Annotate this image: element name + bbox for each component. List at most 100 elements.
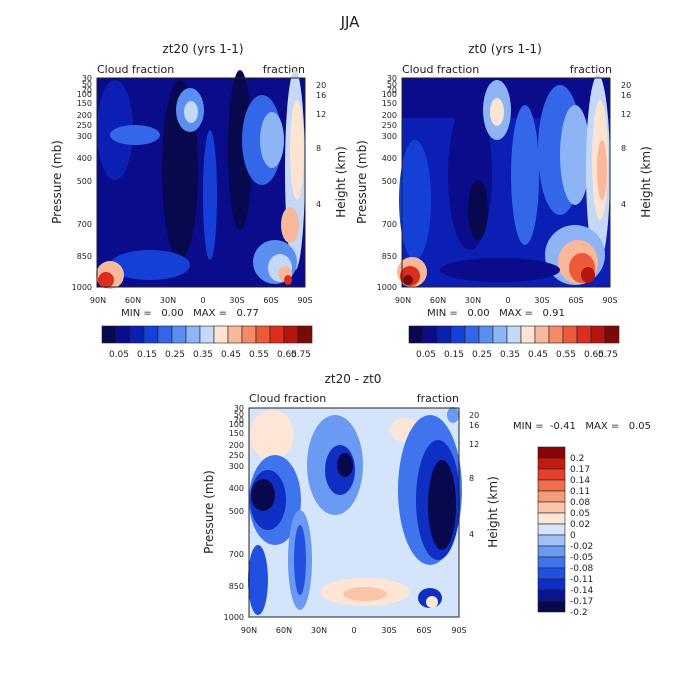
colorbar-label: 0.25 (472, 350, 492, 360)
y-tick-label: 850 (77, 252, 92, 261)
y-tick-label: 250 (229, 451, 244, 460)
colorbar-swatch (199, 325, 215, 344)
x-tick-label: 30N (311, 626, 327, 635)
y-tick-label: 250 (382, 121, 397, 130)
x-tick-label: 30S (381, 626, 396, 635)
x-tick-label: 90S (297, 296, 312, 305)
y-tick-label: 700 (77, 220, 92, 229)
y-tick-label: 30 (387, 74, 397, 83)
right-axis-label: Height (km) (486, 476, 500, 547)
x-tick-label: 90S (602, 296, 617, 305)
y-tick-label: 1000 (377, 283, 397, 292)
colorbar-swatch (537, 468, 566, 481)
x-tick-label: 60N (125, 296, 141, 305)
y-tick-label: 200 (382, 111, 397, 120)
y-tick-label: 150 (382, 99, 397, 108)
colorbar-swatch (537, 446, 566, 459)
y-tick-label: 300 (77, 132, 92, 141)
colorbar-swatch (143, 325, 159, 344)
colorbar-swatch (604, 325, 620, 344)
colorbar-swatch (576, 325, 592, 344)
colorbar-label: 0.25 (165, 350, 185, 360)
y-tick-label: 70 (234, 416, 244, 425)
colorbar-label: 0.15 (444, 350, 464, 360)
left-label: Cloud fraction (97, 63, 174, 76)
y-tick-label: 50 (387, 80, 397, 89)
x-tick-label: 0 (505, 296, 510, 305)
right-axis-label: Height (km) (639, 146, 653, 217)
colorbar-swatch (562, 325, 578, 344)
height-tick-label: 12 (316, 110, 326, 119)
panel-title: zt0 (yrs 1-1) (468, 42, 542, 56)
colorbar-swatch (408, 325, 424, 344)
colorbar-label: 0.05 (570, 509, 590, 519)
heatmap-field (248, 407, 462, 617)
colorbar-swatch (548, 325, 564, 344)
y-tick-label: 150 (229, 429, 244, 438)
y-tick-label: 200 (77, 111, 92, 120)
colorbar-swatch (129, 325, 145, 344)
plot-frame (248, 407, 460, 618)
colorbar-label: 0.35 (500, 350, 520, 360)
colorbar-swatch (255, 325, 271, 344)
colorbar-label: 0.65 (584, 350, 604, 360)
y-tick-label: 30 (82, 74, 92, 83)
y-tick-label: 500 (77, 177, 92, 186)
colorbar-swatch (590, 325, 606, 344)
colorbar-label: -0.05 (570, 553, 593, 563)
y-tick-label: 100 (77, 90, 92, 99)
y-tick-label: 250 (77, 121, 92, 130)
x-tick-label: 60N (430, 296, 446, 305)
y-tick-label: 850 (382, 252, 397, 261)
colorbar-swatch (157, 325, 173, 344)
colorbar-label: 0.2 (570, 454, 584, 464)
y-axis-label: Pressure (mb) (355, 140, 369, 224)
colorbar-swatch (537, 501, 566, 514)
height-tick-label: 20 (621, 81, 631, 90)
x-tick-label: 90N (90, 296, 106, 305)
right-label: fraction (570, 63, 612, 76)
panel-difference: zt20 - zt0 Cloud fraction fraction (202, 372, 651, 635)
y-tick-label: 700 (229, 550, 244, 559)
y-tick-label: 400 (229, 484, 244, 493)
height-tick-label: 4 (316, 200, 321, 209)
colorbar-label: -0.11 (570, 575, 593, 585)
colorbar-swatch (537, 589, 566, 602)
colorbar-swatch (478, 325, 494, 344)
x-tick-label: 30N (160, 296, 176, 305)
height-tick-label: 16 (621, 91, 631, 100)
y-tick-label: 100 (382, 90, 397, 99)
plot-frame (96, 77, 306, 288)
height-tick-label: 16 (316, 91, 326, 100)
y-tick-label: 50 (82, 80, 92, 89)
y-axis-label: Pressure (mb) (50, 140, 64, 224)
x-tick-label: 60S (568, 296, 583, 305)
height-tick-label: 12 (469, 440, 479, 449)
y-tick-label: 30 (234, 404, 244, 413)
y-tick-label: 400 (382, 154, 397, 163)
colorbar-swatch (269, 325, 285, 344)
colorbar-label: 0.14 (570, 476, 590, 486)
panel-zt20: zt20 (yrs 1-1) Cloud fraction fraction (50, 42, 348, 360)
y-tick-label: 70 (387, 86, 397, 95)
colorbar-label: 0 (570, 531, 576, 541)
height-tick-label: 8 (316, 144, 321, 153)
colorbar-label: 0.35 (193, 350, 213, 360)
colorbar-swatch (537, 523, 566, 536)
colorbar-swatch (537, 578, 566, 591)
panel-title: zt20 - zt0 (325, 372, 382, 386)
colorbar-swatch (227, 325, 243, 344)
height-tick-label: 4 (621, 200, 626, 209)
heatmap-field (96, 70, 305, 289)
height-tick-label: 16 (469, 421, 479, 430)
colorbar-label: 0.05 (109, 350, 129, 360)
x-tick-label: 90S (451, 626, 466, 635)
colorbar-swatch (297, 325, 313, 344)
colorbar-label: 0.65 (277, 350, 297, 360)
height-tick-label: 8 (469, 474, 474, 483)
colorbar-label: 0.45 (221, 350, 241, 360)
colorbar-label: -0.2 (570, 608, 588, 618)
colorbar-label: 0.55 (249, 350, 269, 360)
colorbar-swatch (241, 325, 257, 344)
colorbar-swatch (534, 325, 550, 344)
